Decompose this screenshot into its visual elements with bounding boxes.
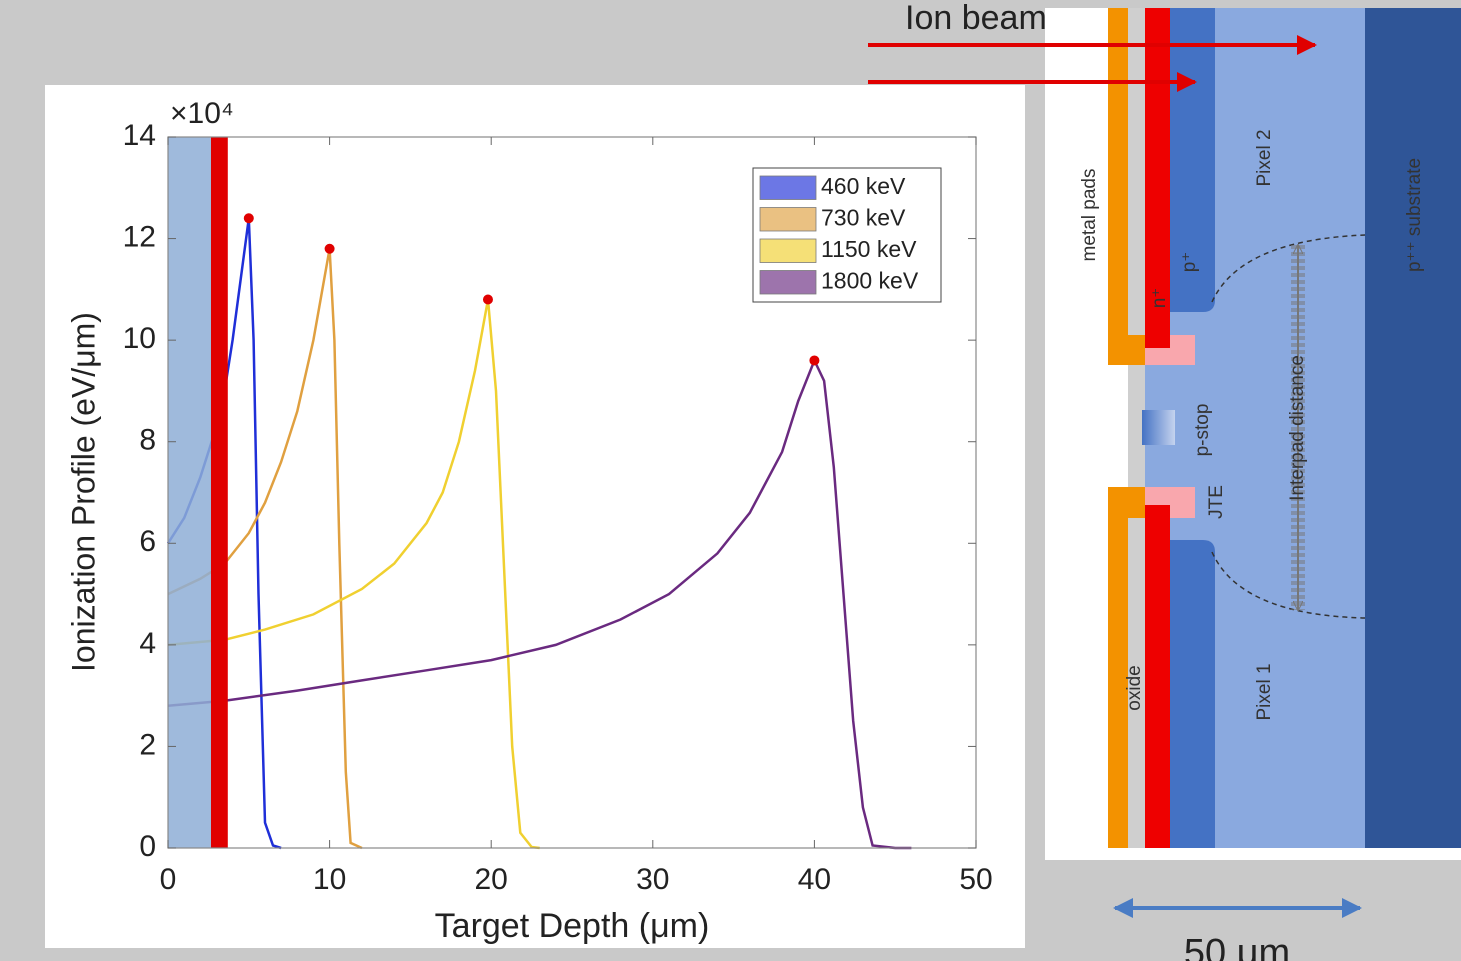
depletion-edge — [1211, 234, 1366, 303]
depletion-edge — [1211, 551, 1366, 619]
label: Interpad distance — [1287, 355, 1308, 501]
legend-label: 1800 keV — [821, 267, 919, 293]
legend-label: 730 keV — [821, 204, 906, 230]
p-plus — [1170, 540, 1215, 848]
y-axis-label: Ionization Profile (eV/μm) — [65, 312, 101, 672]
ion-beam-label: Ion beam — [905, 0, 1047, 37]
scale-label: 50 μm — [1184, 932, 1290, 961]
label: oxide — [1124, 665, 1145, 710]
series-line — [167, 357, 912, 850]
y-tick-label: 8 — [139, 424, 156, 457]
y-tick-label: 0 — [139, 830, 156, 863]
substrate — [1365, 8, 1461, 848]
x-tick-label: 50 — [959, 863, 992, 896]
metal-pad — [1108, 487, 1128, 848]
label: Pixel 1 — [1254, 663, 1275, 720]
x-tick-label: 0 — [160, 863, 177, 896]
x-tick-label: 10 — [313, 863, 346, 896]
x-axis-label: Target Depth (μm) — [435, 907, 710, 945]
peak-marker — [482, 294, 493, 305]
legend-swatch — [759, 270, 817, 295]
y-multiplier: ×10⁴ — [170, 97, 234, 130]
plot-frame — [167, 136, 977, 849]
label: JTE — [1206, 485, 1227, 519]
n-plus — [1145, 8, 1170, 348]
y-tick-label: 12 — [123, 220, 156, 253]
diagram: Ion beam metal pads Pixel 2 p⁺⁺ substrat… — [868, 0, 1461, 961]
y-tick-label: 6 — [139, 525, 156, 558]
y-tick-label: 4 — [139, 627, 156, 660]
y-tick-label: 10 — [123, 322, 156, 355]
peak-marker — [243, 213, 254, 224]
label: p-stop — [1192, 404, 1213, 457]
n-plus — [1145, 505, 1170, 848]
metal-pad — [1108, 8, 1128, 365]
legend-label: 1150 keV — [821, 236, 917, 262]
peak-marker — [324, 243, 335, 254]
x-tick-label: 40 — [798, 863, 831, 896]
y-tick-label: 14 — [123, 119, 156, 152]
series-line — [167, 299, 540, 850]
label: Pixel 2 — [1254, 129, 1275, 186]
series-line — [167, 248, 363, 850]
band — [210, 137, 228, 848]
label: p⁺⁺ substrate — [1404, 158, 1425, 272]
p-stop — [1142, 410, 1175, 445]
peak-marker — [809, 355, 820, 366]
label: p⁺ — [1179, 252, 1200, 273]
y-tick-label: 2 — [139, 728, 156, 761]
legend-label: 460 keV — [821, 173, 906, 199]
x-tick-label: 30 — [636, 863, 669, 896]
band — [168, 137, 211, 848]
x-tick-label: 20 — [475, 863, 508, 896]
legend-swatch — [759, 207, 817, 232]
oxide — [1128, 8, 1145, 848]
chart: ×10⁴ Target Depth (μm) Ionization Profil… — [65, 97, 992, 945]
label: n⁺ — [1149, 288, 1170, 309]
label: metal pads — [1079, 169, 1100, 262]
legend-swatch — [759, 175, 817, 200]
legend-swatch — [759, 238, 817, 263]
